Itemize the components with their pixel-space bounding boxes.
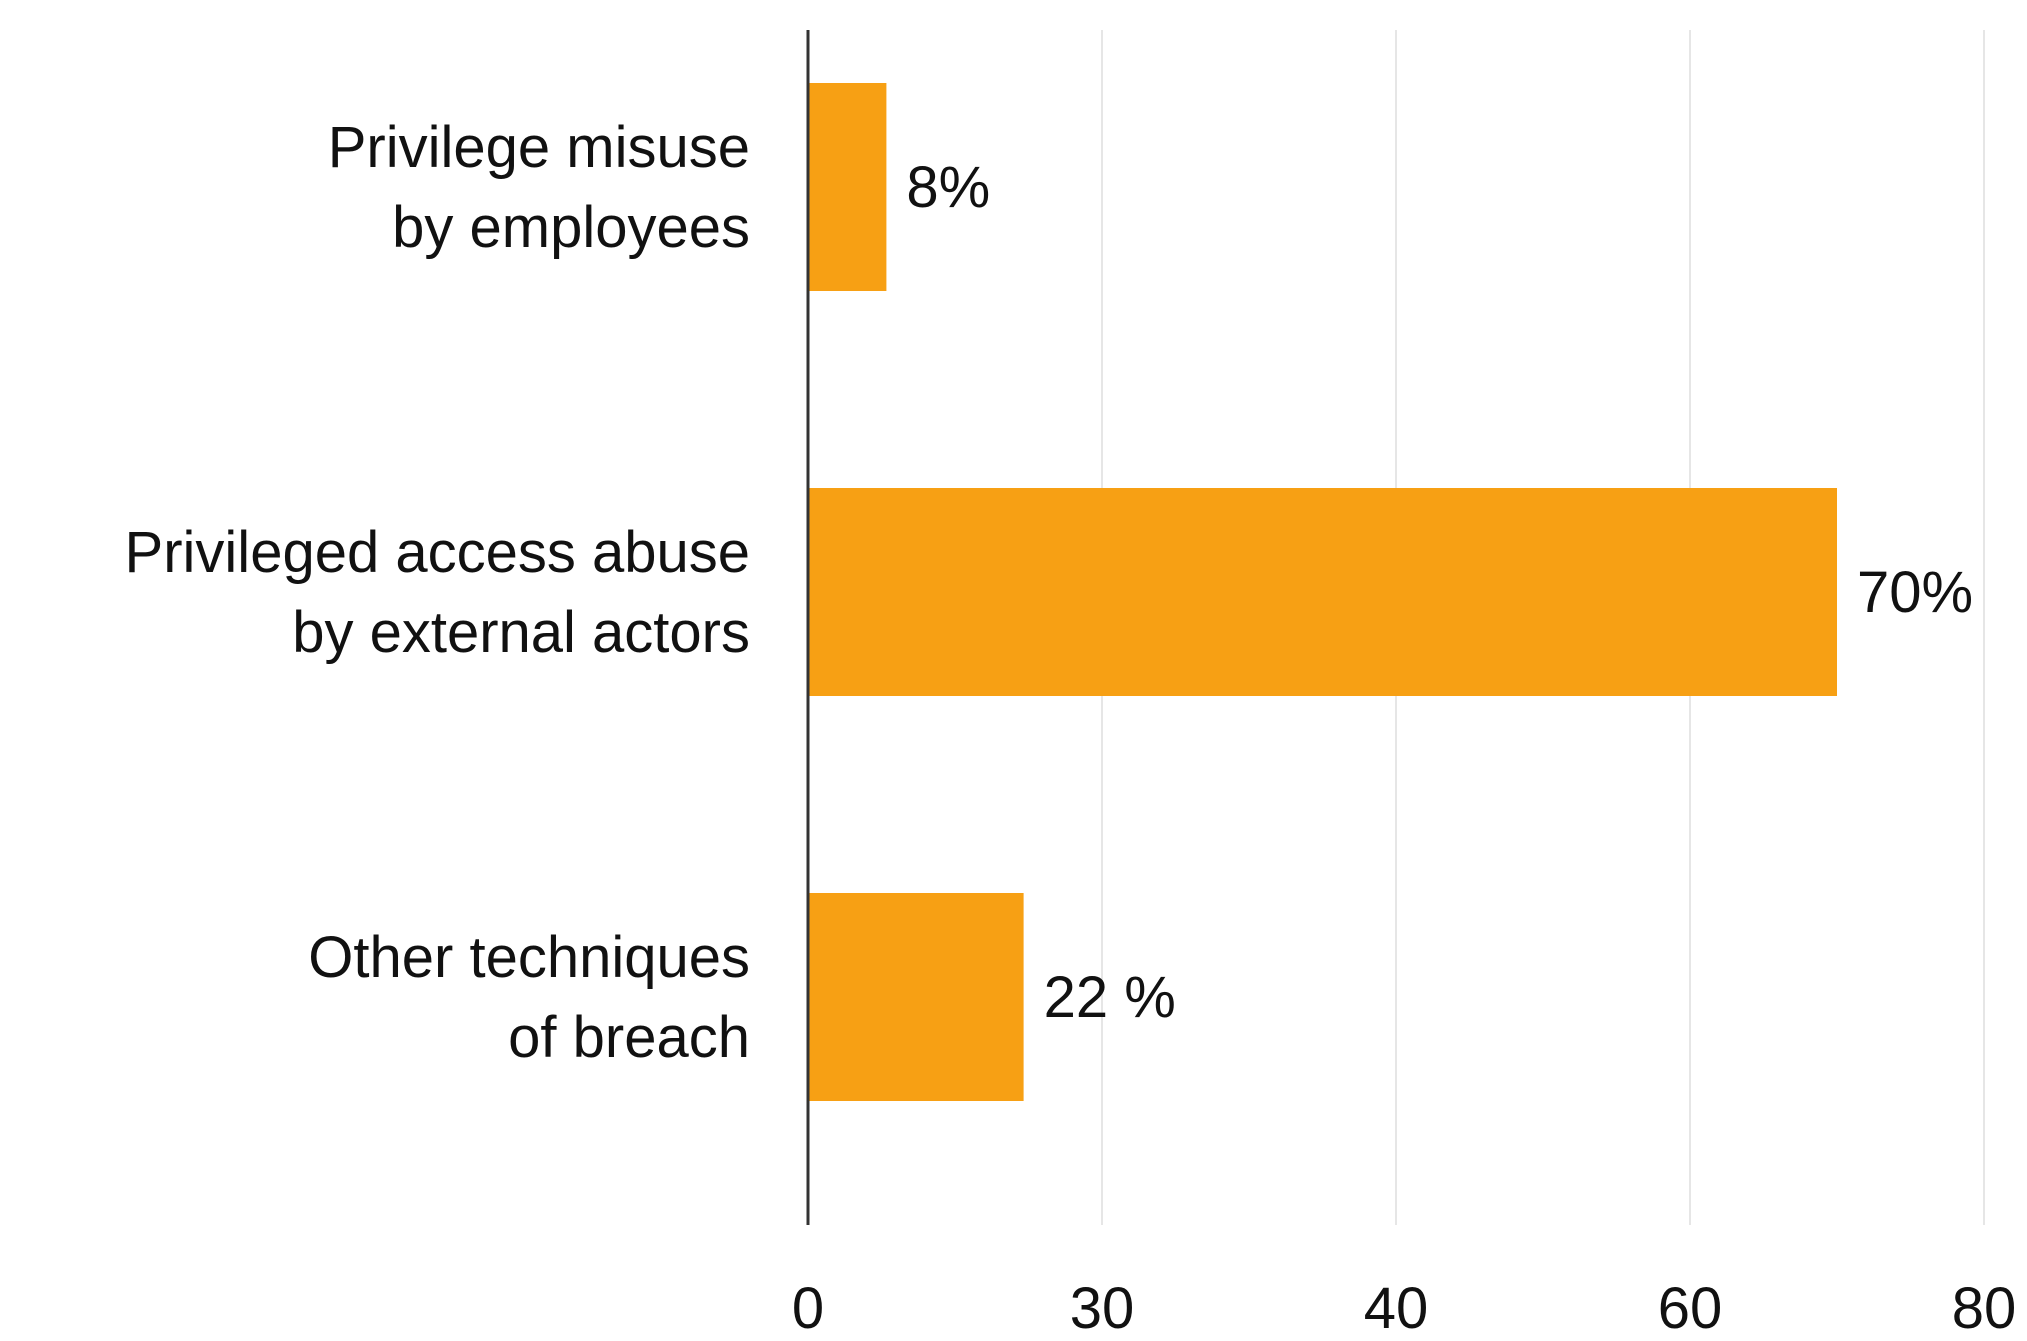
category-label-1-line-0: Privileged access abuse (125, 520, 750, 585)
category-label-1-line-1: by external actors (292, 600, 750, 665)
bar-0 (808, 83, 887, 291)
x-tick-label-0: 0 (792, 1276, 824, 1341)
bar-2 (808, 893, 1024, 1101)
x-tick-label-60: 60 (1658, 1276, 1723, 1341)
x-tick-label-40: 40 (1364, 1276, 1429, 1341)
data-label-2: 22 % (1044, 965, 1176, 1030)
data-label-0: 8% (906, 155, 990, 220)
bars (808, 83, 1837, 1101)
data-label-1: 70% (1857, 560, 1973, 625)
category-label-0-line-1: by employees (392, 195, 750, 260)
labels: 8% 70% 22 % Privilege misuse by employees Pri… (125, 115, 2017, 1341)
category-label-2-line-0: Other techniques (308, 925, 750, 990)
x-tick-label-80: 80 (1952, 1276, 2017, 1341)
x-tick-label-30: 30 (1070, 1276, 1135, 1341)
category-label-2-line-1: of breach (508, 1005, 750, 1070)
category-label-0-line-0: Privilege misuse (328, 115, 750, 180)
bar-1 (808, 488, 1837, 696)
